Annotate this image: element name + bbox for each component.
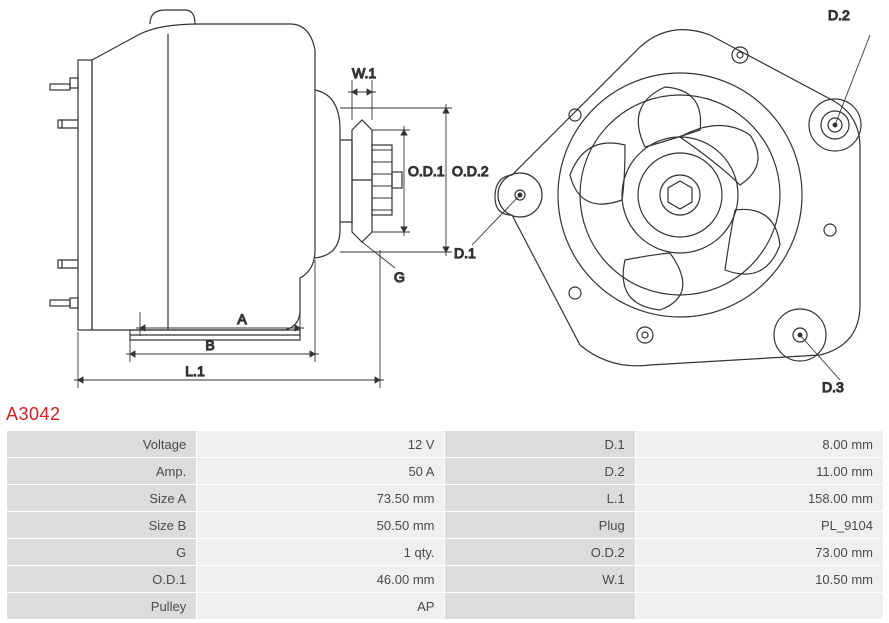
spec-label: D.2 bbox=[445, 458, 635, 485]
label-w1: W.1 bbox=[352, 65, 376, 81]
spec-label: Size A bbox=[7, 485, 197, 512]
spec-label: Plug bbox=[445, 512, 635, 539]
spec-label: Size B bbox=[7, 512, 197, 539]
spec-value: 12 V bbox=[197, 431, 445, 458]
spec-value: PL_9104 bbox=[635, 512, 883, 539]
label-b: B bbox=[205, 337, 214, 353]
spec-value: 50 A bbox=[197, 458, 445, 485]
spec-label: L.1 bbox=[445, 485, 635, 512]
label-d3: D.3 bbox=[822, 379, 844, 395]
spec-value: 8.00 mm bbox=[635, 431, 883, 458]
spec-label bbox=[445, 593, 635, 620]
spec-value: 50.50 mm bbox=[197, 512, 445, 539]
spec-value: 10.50 mm bbox=[635, 566, 883, 593]
table-row: Size B50.50 mmPlugPL_9104 bbox=[7, 512, 884, 539]
table-row: Voltage12 VD.18.00 mm bbox=[7, 431, 884, 458]
table-row: Size A73.50 mmL.1158.00 mm bbox=[7, 485, 884, 512]
table-row: PulleyAP bbox=[7, 593, 884, 620]
spec-value: 73.50 mm bbox=[197, 485, 445, 512]
spec-label: D.1 bbox=[445, 431, 635, 458]
spec-label: W.1 bbox=[445, 566, 635, 593]
spec-label: G bbox=[7, 539, 197, 566]
spec-label: O.D.1 bbox=[7, 566, 197, 593]
spec-value: 11.00 mm bbox=[635, 458, 883, 485]
spec-value bbox=[635, 593, 883, 620]
spec-value: 1 qty. bbox=[197, 539, 445, 566]
product-code: A3042 bbox=[6, 404, 61, 425]
table-row: G1 qty.O.D.273.00 mm bbox=[7, 539, 884, 566]
spec-label: Pulley bbox=[7, 593, 197, 620]
spec-value: AP bbox=[197, 593, 445, 620]
spec-label: Voltage bbox=[7, 431, 197, 458]
label-d2: D.2 bbox=[828, 7, 850, 23]
label-a: A bbox=[237, 311, 247, 327]
table-row: O.D.146.00 mmW.110.50 mm bbox=[7, 566, 884, 593]
spec-value: 73.00 mm bbox=[635, 539, 883, 566]
spec-label: O.D.2 bbox=[445, 539, 635, 566]
label-l1: L.1 bbox=[185, 363, 205, 379]
technical-drawing: W.1 O.D.1 O.D.2 G A B L.1 bbox=[0, 0, 889, 400]
spec-value: 158.00 mm bbox=[635, 485, 883, 512]
label-od2: O.D.2 bbox=[452, 163, 489, 179]
label-d1: D.1 bbox=[454, 245, 476, 261]
spec-table: Voltage12 VD.18.00 mmAmp.50 AD.211.00 mm… bbox=[6, 430, 884, 620]
label-g: G bbox=[394, 269, 405, 285]
spec-value: 46.00 mm bbox=[197, 566, 445, 593]
table-row: Amp.50 AD.211.00 mm bbox=[7, 458, 884, 485]
spec-label: Amp. bbox=[7, 458, 197, 485]
label-od1: O.D.1 bbox=[408, 163, 445, 179]
